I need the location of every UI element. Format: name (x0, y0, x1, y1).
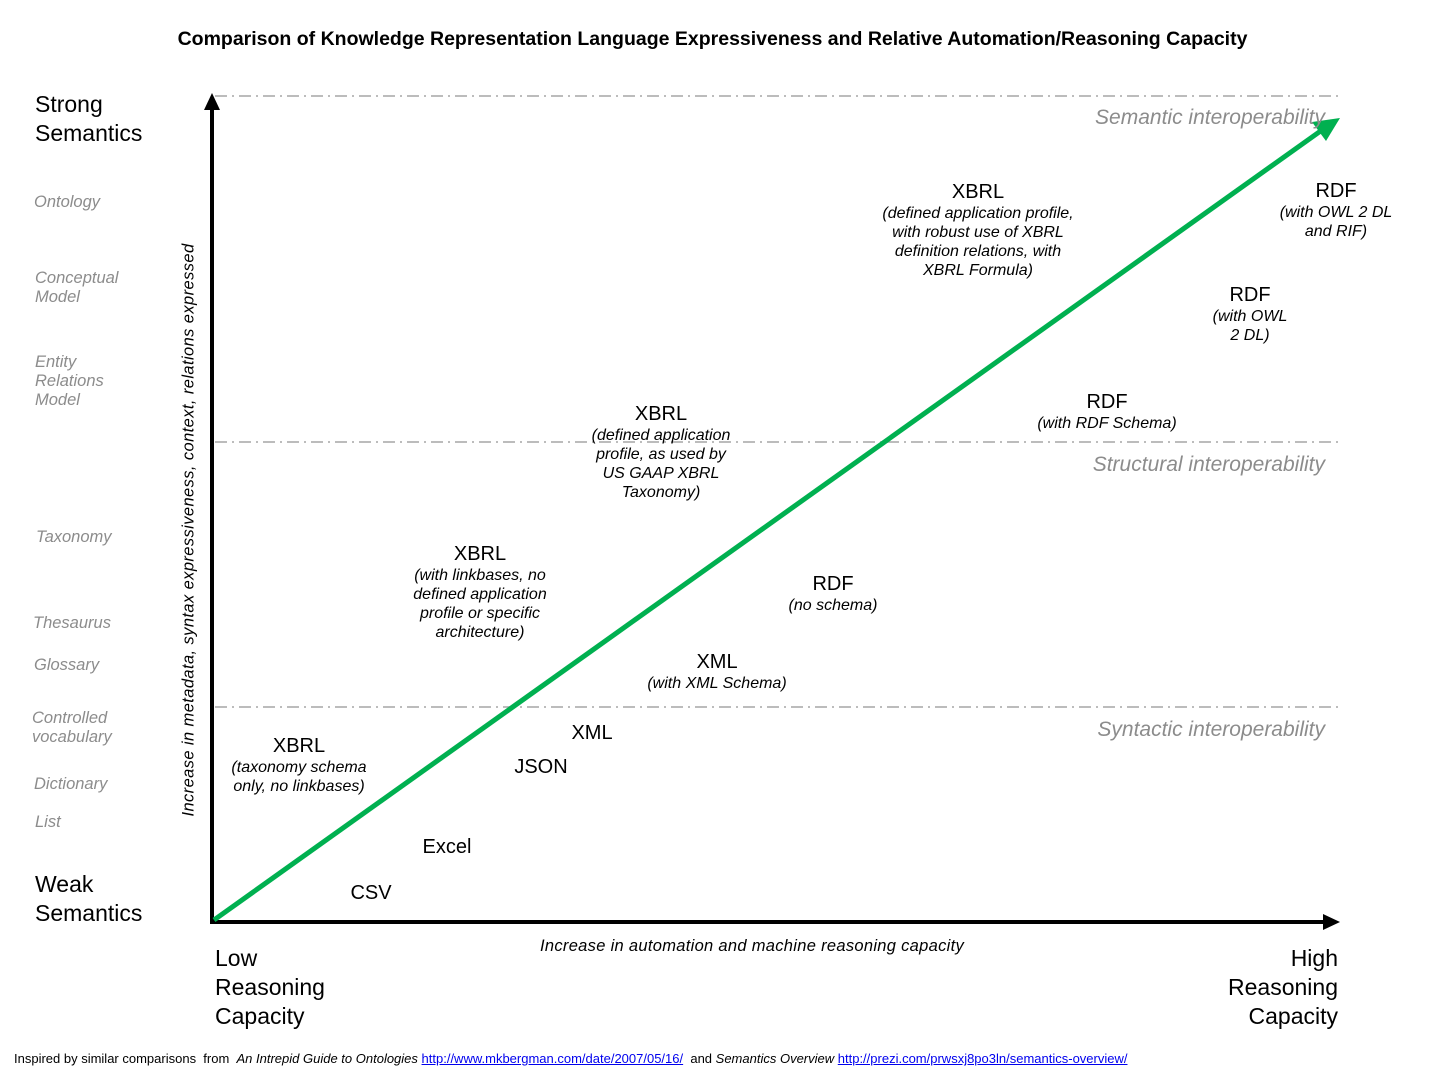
item-note: 2 DL) (1230, 327, 1270, 344)
scale-entity-relations-model: Entity Relations Model (35, 353, 104, 409)
y-axis-top-label: Strong Semantics (35, 91, 143, 146)
item-name: XML (696, 651, 738, 673)
footer-mid: and (683, 1051, 716, 1066)
scale-taxonomy: Taxonomy (36, 528, 112, 546)
item-name: JSON (514, 756, 568, 778)
item-note: defined application (413, 586, 547, 603)
item-xml-schema: XML (with XML Schema) (647, 650, 786, 693)
item-name: RDF (1315, 180, 1357, 202)
trend-arrowhead (1312, 118, 1340, 141)
y-axis-bottom-label: Weak Semantics (35, 871, 143, 926)
item-note: and RIF) (1304, 223, 1368, 240)
item-name: XBRL (272, 735, 326, 757)
item-note: profile, as used by (596, 446, 726, 463)
item-name: RDF (1229, 284, 1271, 306)
item-xbrl-linkbases: XBRL (with linkbases, no defined applica… (413, 542, 546, 642)
item-name: RDF (1086, 391, 1128, 413)
band-label-semantic: Semantic interoperability (1095, 106, 1325, 129)
item-note: Taxonomy) (621, 484, 701, 501)
x-axis-label: Increase in automation and machine reaso… (540, 937, 965, 955)
item-name: XBRL (453, 543, 507, 565)
item-xbrl-taxonomy-schema: XBRL (taxonomy schema only, no linkbases… (231, 734, 366, 796)
item-note: (with OWL (1212, 308, 1288, 325)
band-label-structural: Structural interoperability (1092, 453, 1325, 476)
item-name: Excel (422, 836, 472, 858)
item-note: definition relations, with (894, 243, 1062, 260)
trend-arrow-line (212, 127, 1324, 923)
item-note: (defined application profile, (882, 205, 1074, 222)
footer-ref1-link[interactable]: http://www.mkbergman.com/date/2007/05/16… (421, 1051, 684, 1066)
footer-ref1-title: An Intrepid Guide to Ontologies (236, 1051, 418, 1066)
scale-list: List (35, 813, 61, 831)
item-xml: XML (571, 721, 612, 745)
item-rdf-no-schema: RDF (no schema) (789, 572, 878, 615)
footer-prefix: Inspired by similar comparisons from (14, 1051, 237, 1066)
scale-ontology: Ontology (34, 193, 101, 211)
footer-ref2-link[interactable]: http://prezi.com/prwsxj8po3ln/semantics-… (837, 1051, 1128, 1066)
item-note: (defined application (591, 427, 731, 444)
item-name: XML (571, 722, 613, 744)
item-note: US GAAP XBRL (602, 465, 720, 482)
x-axis-right-label: High Reasoning Capacity (1228, 945, 1338, 1029)
item-note: XBRL Formula) (923, 262, 1033, 279)
scale-thesaurus: Thesaurus (33, 614, 111, 632)
item-name: RDF (812, 573, 854, 595)
footer-ref2-title: Semantics Overview (715, 1051, 835, 1066)
item-xbrl-formula: XBRL (defined application profile, with … (882, 180, 1073, 280)
item-xbrl-us-gaap: XBRL (defined application profile, as us… (592, 402, 731, 502)
y-axis-label: Increase in metadata, syntax expressiven… (179, 243, 198, 817)
item-rdf-owl: RDF (with OWL 2 DL) (1213, 283, 1288, 345)
y-axis-arrowhead (204, 93, 220, 110)
x-axis-left-label: Low Reasoning Capacity (215, 945, 325, 1029)
item-note: (with XML Schema) (647, 675, 787, 692)
scale-conceptual-model: Conceptual Model (35, 269, 119, 306)
x-axis-arrowhead (1323, 914, 1340, 930)
band-label-syntactic: Syntactic interoperability (1097, 718, 1325, 741)
item-name: XBRL (634, 403, 688, 425)
footer-credits: Inspired by similar comparisons from An … (14, 1051, 1128, 1066)
scale-glossary: Glossary (34, 656, 100, 674)
item-name: XBRL (951, 181, 1005, 203)
item-excel: Excel (423, 835, 472, 859)
item-rdf-owl-rif: RDF (with OWL 2 DL and RIF) (1280, 179, 1393, 241)
item-note: (no schema) (788, 597, 878, 614)
item-note: architecture) (435, 624, 525, 641)
item-note: only, no linkbases) (233, 778, 365, 795)
item-note: profile or specific (419, 605, 541, 622)
scale-dictionary: Dictionary (34, 775, 108, 793)
item-note: (with RDF Schema) (1037, 415, 1177, 432)
item-rdf-rdf-schema: RDF (with RDF Schema) (1037, 390, 1176, 433)
item-name: CSV (350, 882, 392, 904)
item-csv: CSV (350, 881, 391, 905)
item-note: with robust use of XBRL (892, 224, 1064, 241)
diagram-title: Comparison of Knowledge Representation L… (177, 28, 1248, 50)
item-json: JSON (514, 755, 567, 779)
scale-controlled-vocabulary: Controlled vocabulary (32, 709, 112, 746)
item-note: (with OWL 2 DL (1279, 204, 1393, 221)
item-note: (taxonomy schema (231, 759, 367, 776)
item-note: (with linkbases, no (414, 567, 546, 584)
